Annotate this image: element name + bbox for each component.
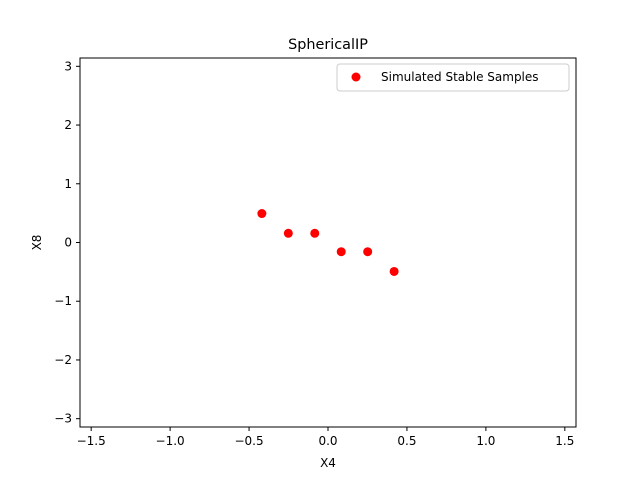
x-tick-label: −0.5 — [234, 434, 263, 448]
data-point — [310, 228, 320, 238]
legend-marker — [351, 72, 361, 82]
plot-area — [80, 58, 576, 427]
legend-label: Simulated Stable Samples — [381, 70, 539, 84]
x-tick-label: 1.5 — [555, 434, 574, 448]
y-axis-label: X8 — [30, 235, 44, 251]
x-tick-label: 0.5 — [397, 434, 416, 448]
y-ticks: −3 −2 −1 0 1 2 3 — [54, 59, 80, 426]
data-point — [283, 228, 293, 238]
x-ticks: −1.5 −1.0 −0.5 0.0 0.5 1.0 1.5 — [77, 427, 574, 448]
data-point — [389, 266, 399, 276]
y-tick-label: 1 — [64, 177, 72, 191]
data-point — [363, 247, 373, 257]
x-axis-label: X4 — [320, 456, 336, 470]
x-tick-label: −1.5 — [77, 434, 106, 448]
y-tick-label: −2 — [54, 353, 72, 367]
y-tick-label: 3 — [64, 59, 72, 73]
chart-title: SphericalIP — [288, 37, 368, 53]
data-point — [336, 247, 346, 257]
x-tick-label: 1.0 — [476, 434, 495, 448]
y-tick-label: −3 — [54, 412, 72, 426]
points-layer — [257, 209, 399, 276]
legend-box — [336, 63, 570, 92]
y-tick-label: −1 — [54, 294, 72, 308]
x-tick-label: −1.0 — [156, 434, 185, 448]
legend: Simulated Stable Samples — [336, 63, 570, 92]
data-point — [257, 209, 267, 219]
y-tick-label: 2 — [64, 118, 72, 132]
y-tick-label: 0 — [64, 236, 72, 250]
x-tick-label: 0.0 — [318, 434, 337, 448]
